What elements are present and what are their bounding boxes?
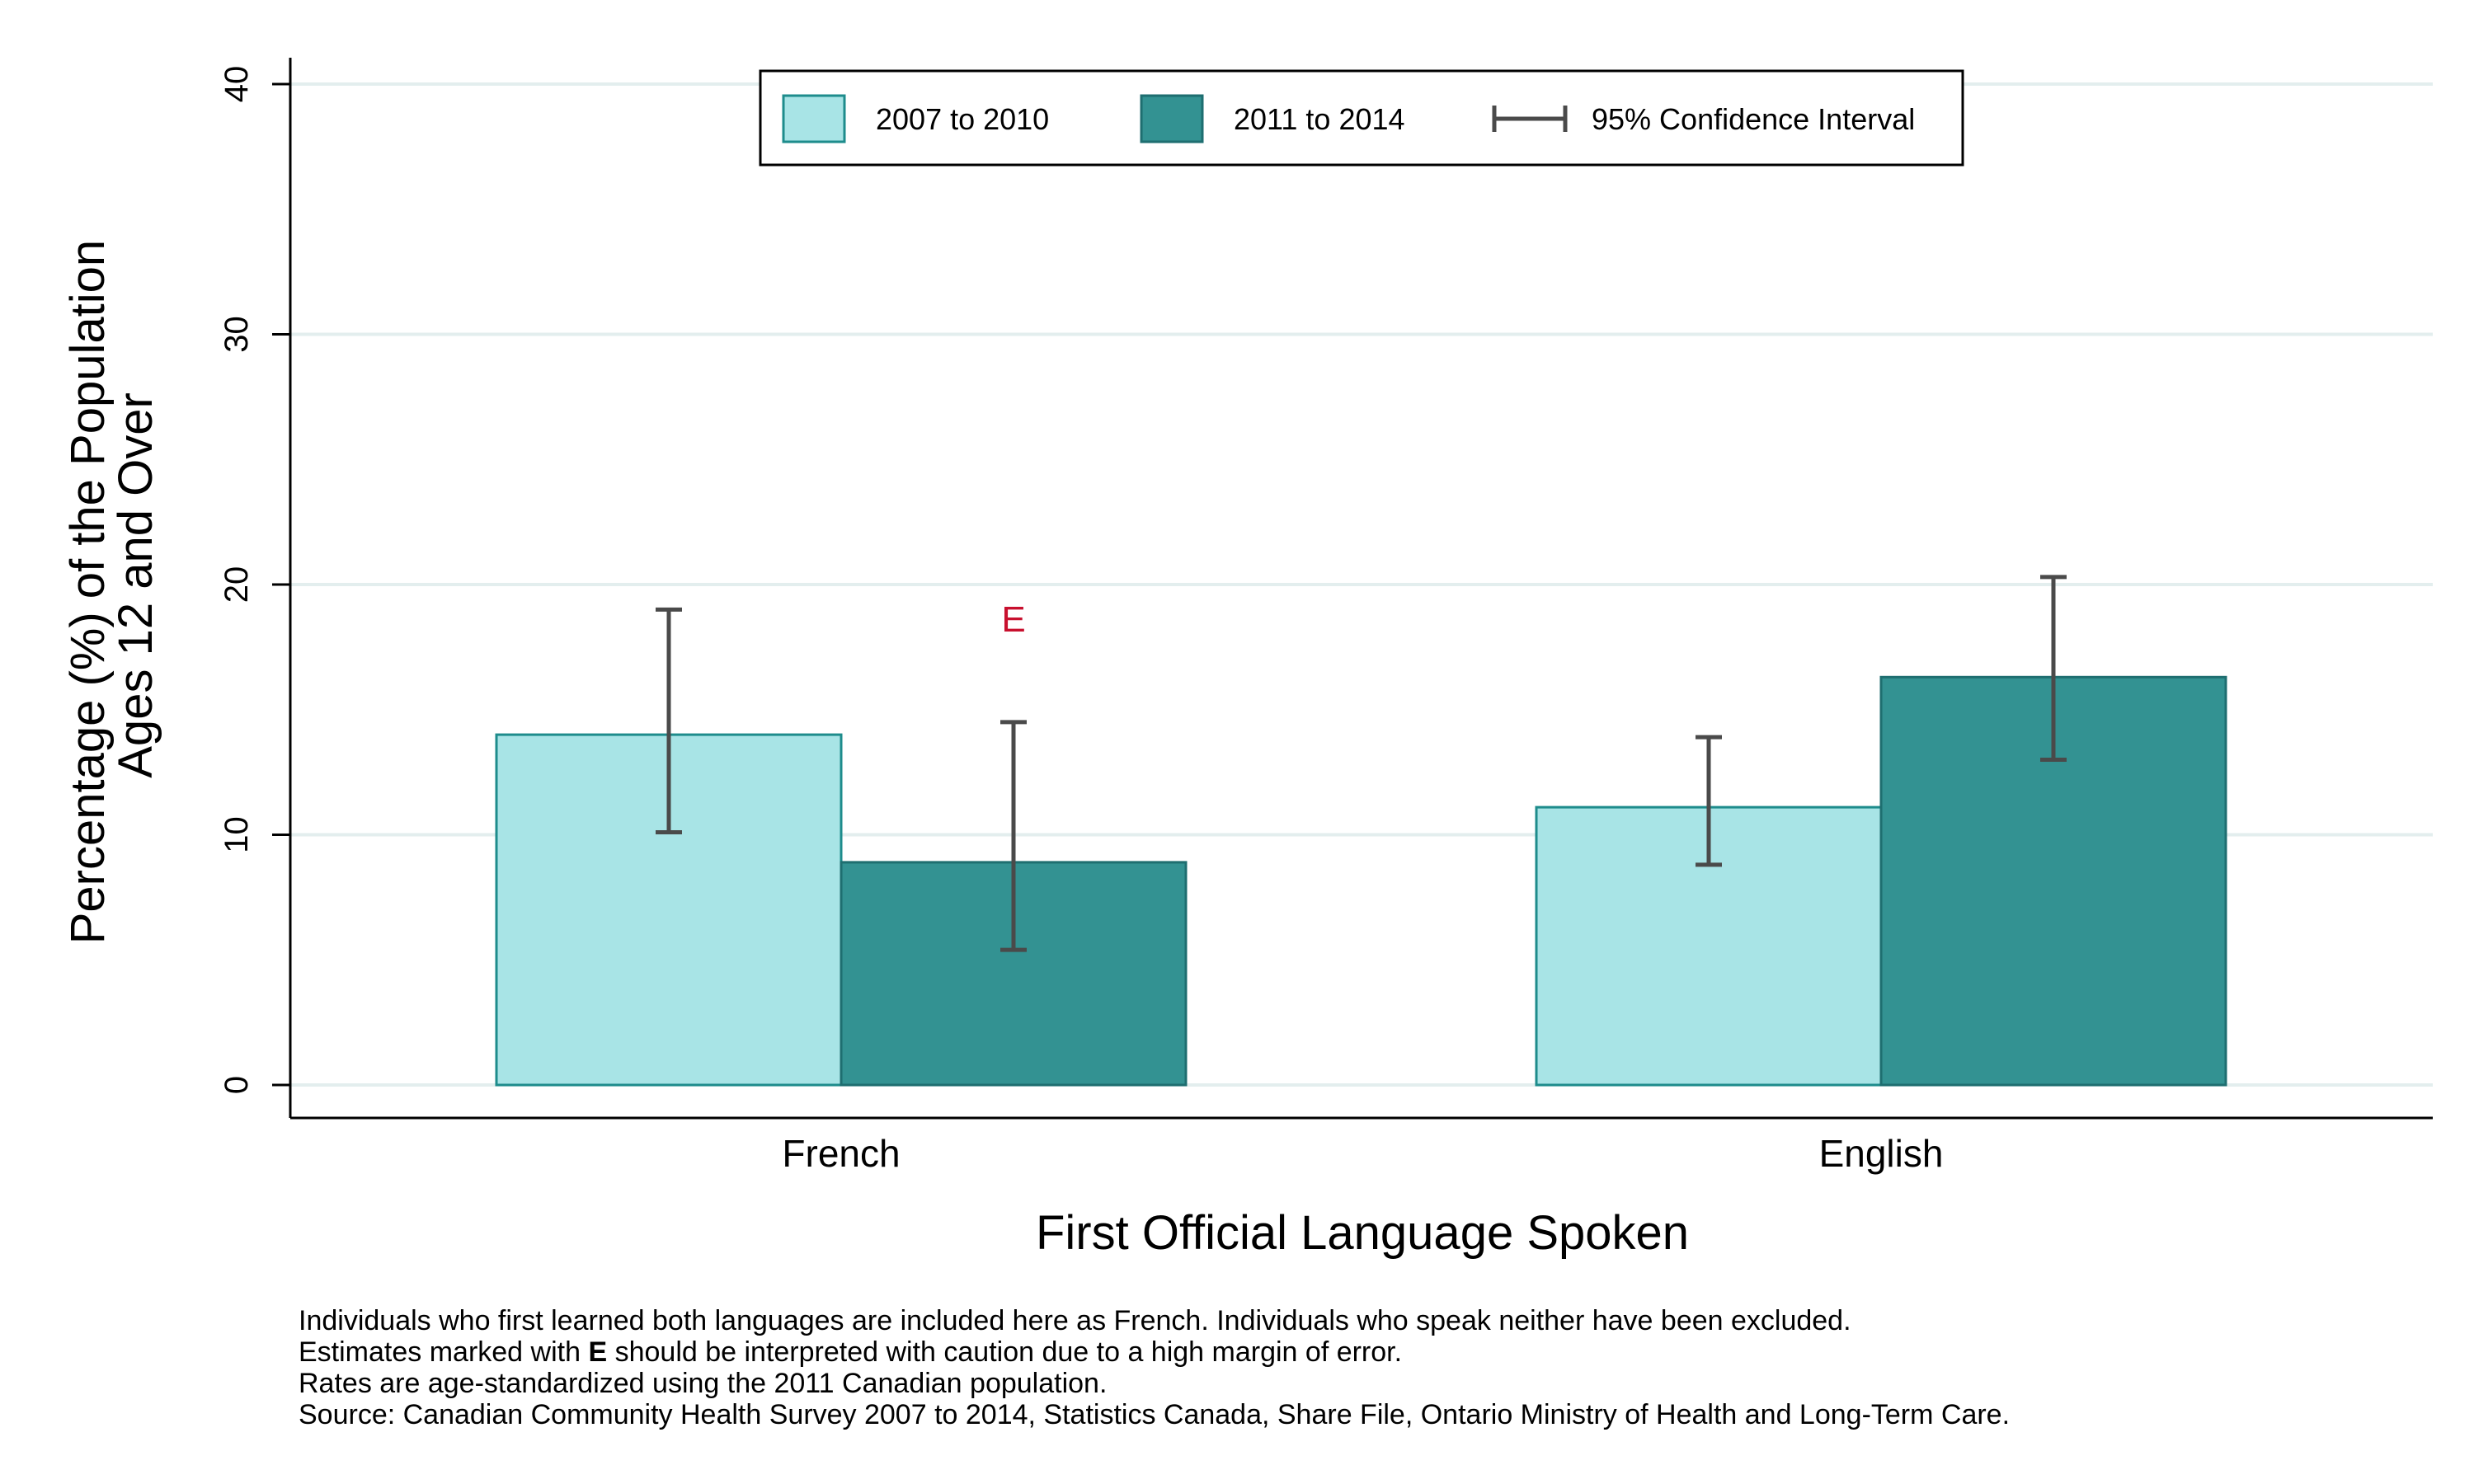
error-bar-english-2007-2010 (1696, 735, 1722, 867)
y-axis-title-line-1: Percentage (%) of the Population (61, 240, 115, 944)
y-axis-title-line-2: Ages 12 and Over (109, 392, 162, 778)
y-tick-label-0: 0 (219, 1076, 255, 1094)
footnote-line-2-pre: Estimates marked with (299, 1336, 589, 1368)
legend: 2007 to 2010 2011 to 2014 95% Confidence… (759, 69, 1964, 167)
footnote-line-4: Source: Canadian Community Health Survey… (299, 1399, 2011, 1430)
flag-french-2011-2014: E (1001, 599, 1025, 640)
footnote-line-2: Estimates marked with E should be interp… (299, 1336, 2410, 1368)
y-tick-label-30: 30 (219, 316, 255, 353)
y-axis-title: Percentage (%) of the Population Ages 12… (61, 227, 162, 945)
footnote-flag-e: E (588, 1336, 608, 1368)
footnote-line-3: Rates are age-standardized using the 201… (299, 1368, 1108, 1399)
bar-french-2011-2014 (840, 861, 1188, 1087)
flags: E (1001, 599, 1025, 640)
error-bar-english-2011-2014 (2040, 575, 2067, 762)
y-tick-label-40: 40 (219, 66, 255, 103)
bars (495, 675, 2227, 1087)
error-bars (656, 575, 2067, 952)
y-tick-label-20: 20 (219, 566, 255, 603)
legend-box (759, 69, 1964, 167)
footnotes: Individuals who first learned both langu… (299, 1305, 2410, 1430)
footnote-line-2-post: should be interpreted with caution due t… (607, 1336, 1403, 1368)
legend-label-2011-2014: 2011 to 2014 (1234, 102, 1405, 136)
x-axis-title: First Official Language Spoken (1036, 1206, 1689, 1260)
legend-swatch-2007-2010 (782, 94, 846, 143)
footnote-line-1: Individuals who first learned both langu… (299, 1305, 1851, 1336)
axes (289, 58, 2433, 1120)
legend-swatch-2011-2014 (1140, 94, 1204, 143)
x-category-french: French (782, 1132, 900, 1175)
legend-label-2007-2010: 2007 to 2010 (876, 102, 1049, 136)
y-tick-labels: 0 10 20 30 40 (219, 66, 290, 1094)
error-bar-french-2007-2010 (656, 607, 682, 834)
legend-label-ci: 95% Confidence Interval (1592, 102, 1915, 136)
y-tick-label-10: 10 (219, 816, 255, 853)
x-category-english: English (1819, 1132, 1944, 1175)
error-bar-french-2011-2014 (1000, 720, 1027, 952)
legend-ci-icon (1492, 106, 1568, 132)
x-category-labels: French English (782, 1132, 1943, 1175)
